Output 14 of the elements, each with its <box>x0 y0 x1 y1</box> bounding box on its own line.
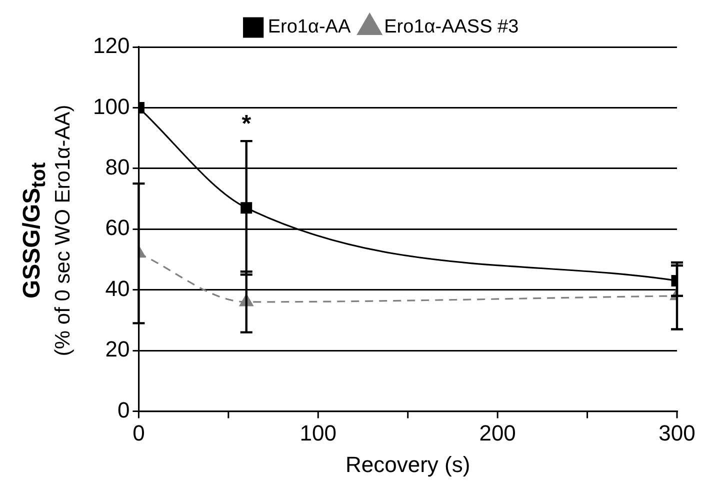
x-tick-label: 200 <box>479 420 516 446</box>
y-tick-label: 120 <box>92 33 130 58</box>
annotation: * <box>242 110 252 138</box>
y-tick-label: 20 <box>105 336 130 362</box>
y-tick-label: 100 <box>92 94 130 119</box>
x-tick-label: 100 <box>300 420 336 446</box>
x-tick-label: 300 <box>658 420 696 446</box>
legend-label: Ero1α-AASS #3 <box>384 16 519 38</box>
y-tick-label: 80 <box>105 154 130 180</box>
x-axis-title: Recovery (s) <box>346 452 470 477</box>
y-tick-label: 60 <box>105 215 130 240</box>
y-tick-label: 0 <box>117 397 130 422</box>
legend-label: Ero1α-AA <box>268 16 351 38</box>
y-tick-label: 40 <box>105 276 130 301</box>
